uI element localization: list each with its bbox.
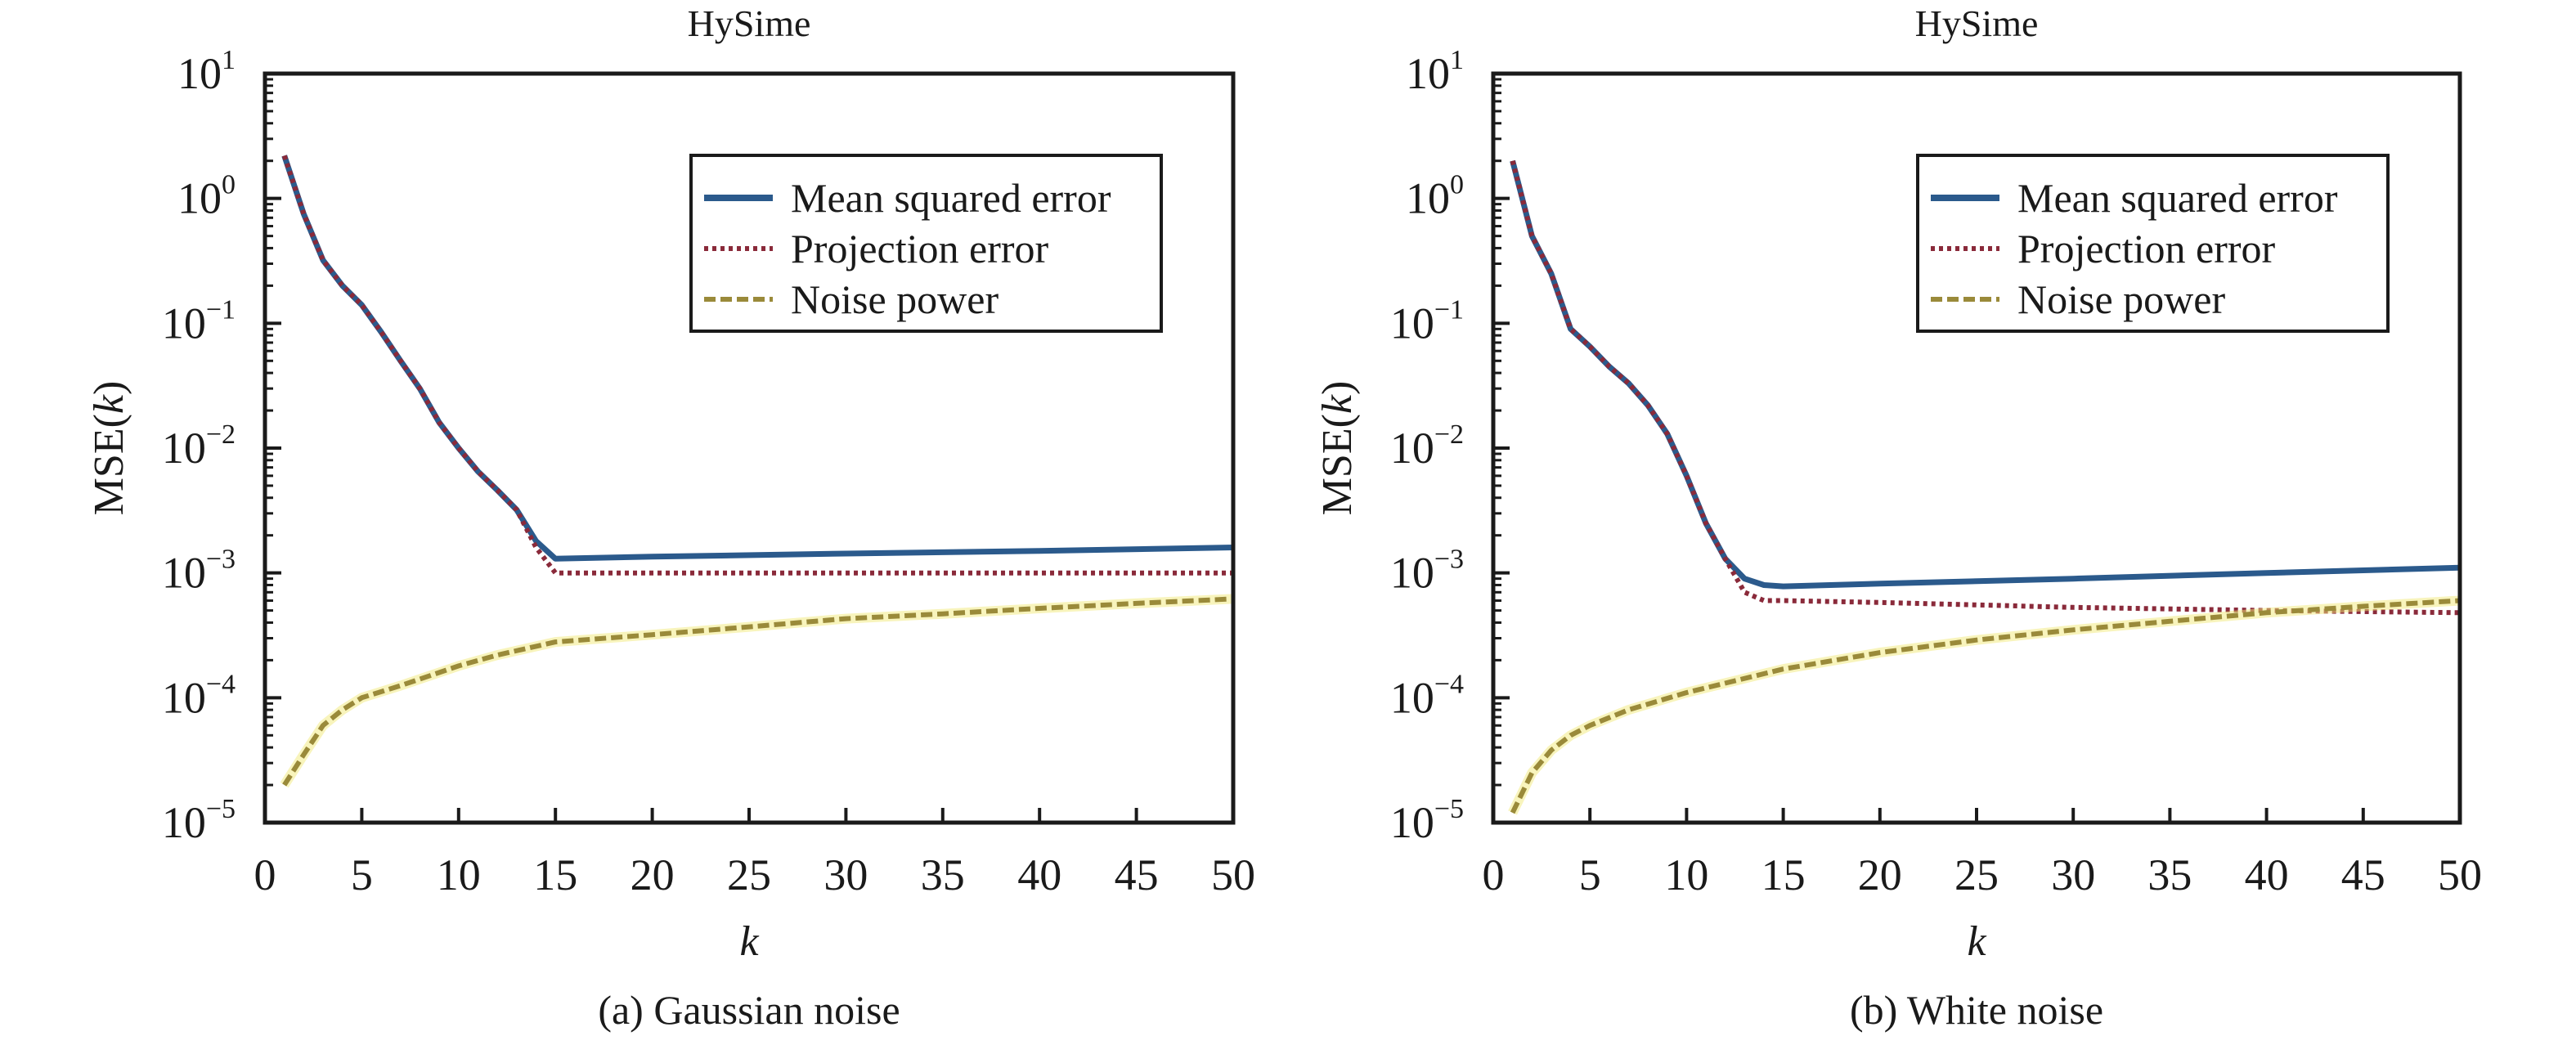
- y-tick-label: 100: [1406, 170, 1464, 223]
- x-tick-label: 0: [1483, 850, 1505, 899]
- panel-caption: (b) White noise: [1850, 987, 2103, 1033]
- legend-box: [1916, 154, 2390, 333]
- y-tick-label: 101: [177, 45, 236, 98]
- y-tick-label: 10−1: [1390, 294, 1464, 348]
- y-axis-label-suffix: ): [1314, 381, 1361, 395]
- y-tick-exponent: −1: [206, 294, 236, 325]
- x-tick-label: 10: [437, 850, 481, 899]
- y-tick-base: 10: [1390, 549, 1434, 598]
- y-tick-exponent: 1: [222, 45, 236, 75]
- panel-caption: (a) Gaussian noise: [598, 987, 900, 1033]
- x-tick-label: 25: [1954, 850, 1999, 899]
- x-tick-label: 15: [533, 850, 577, 899]
- x-tick-label: 45: [2341, 850, 2385, 899]
- x-tick-label: 35: [2147, 850, 2192, 899]
- x-tick-label: 20: [1858, 850, 1902, 899]
- y-tick-exponent: 0: [222, 170, 236, 200]
- x-tick-label: 35: [921, 850, 965, 899]
- y-tick-label: 10−5: [162, 794, 236, 847]
- y-tick-label: 10−2: [162, 419, 236, 473]
- legend-label-mean-squared-error: Mean squared error: [791, 175, 1111, 221]
- x-tick-label: 5: [351, 850, 373, 899]
- y-tick-exponent: −3: [1434, 545, 1464, 575]
- x-tick-label: 25: [727, 850, 771, 899]
- y-tick-label: 101: [1406, 45, 1464, 98]
- series-line-noise-power: [1510, 598, 2460, 814]
- x-axis-label: k: [739, 918, 759, 965]
- chart-title: HySime: [688, 2, 811, 44]
- legend: Mean squared error Projection error Noise …: [1916, 154, 2390, 333]
- legend-label-projection-error: Projection error: [2017, 226, 2276, 271]
- y-tick-label: 10−4: [1390, 669, 1464, 722]
- y-tick-label: 10−3: [1390, 545, 1464, 598]
- y-tick-base: 10: [162, 298, 206, 348]
- panel-gaussian-noise: HySime k MSE(k) (a) Gaussian noise 0 5 10 1…: [86, 2, 1255, 1033]
- y-tick-exponent: −3: [206, 545, 236, 575]
- legend-label-noise-power: Noise power: [2017, 276, 2225, 322]
- y-tick-label: 10−4: [162, 669, 236, 722]
- y-tick-exponent: −5: [206, 794, 236, 824]
- y-tick-exponent: −4: [206, 669, 236, 699]
- x-tick-label: 15: [1761, 850, 1806, 899]
- y-tick-base: 10: [1390, 298, 1434, 348]
- x-tick-label: 20: [631, 850, 675, 899]
- y-tick-base: 10: [1390, 798, 1434, 847]
- y-axis-label: MSE(k): [86, 381, 132, 516]
- x-tick-label: 40: [2245, 850, 2289, 899]
- y-axis-label-suffix: ): [86, 381, 132, 395]
- x-tick-label: 50: [1211, 850, 1255, 899]
- legend: Mean squared error Projection error Noise …: [689, 154, 1163, 333]
- y-tick-exponent: −2: [1434, 419, 1464, 450]
- series-group: [1508, 159, 2460, 815]
- x-tick-label: 50: [2438, 850, 2482, 899]
- y-tick-label: 10−1: [162, 294, 236, 348]
- y-tick-base: 10: [1406, 174, 1450, 223]
- legend-label-noise-power: Noise power: [791, 276, 999, 322]
- y-tick-base: 10: [1390, 673, 1434, 722]
- y-tick-base: 10: [1406, 49, 1450, 98]
- panel-white-noise: HySime k MSE(k) (b) White noise 0 5 10 15 20…: [1314, 2, 2482, 1033]
- x-tick-label: 0: [254, 850, 276, 899]
- y-tick-label: 10−3: [162, 545, 236, 598]
- x-tick-label: 10: [1664, 850, 1708, 899]
- x-tick-label: 30: [2051, 850, 2095, 899]
- y-tick-base: 10: [162, 673, 206, 722]
- x-tick-label: 30: [824, 850, 868, 899]
- y-tick-base: 10: [177, 49, 222, 98]
- y-axis-label-prefix: MSE(: [86, 414, 132, 515]
- y-tick-base: 10: [162, 424, 206, 473]
- x-axis-label: k: [1967, 918, 1986, 965]
- y-tick-base: 10: [162, 798, 206, 847]
- y-tick-base: 10: [162, 549, 206, 598]
- y-tick-label: 10−5: [1390, 794, 1464, 847]
- y-axis-label-var: k: [1314, 394, 1361, 414]
- y-tick-exponent: 1: [1450, 45, 1464, 75]
- y-tick-label: 100: [177, 170, 236, 223]
- y-tick-exponent: −1: [1434, 294, 1464, 325]
- y-tick-label: 10−2: [1390, 419, 1464, 473]
- y-tick-exponent: −4: [1434, 669, 1464, 699]
- series-group: [280, 155, 1233, 788]
- y-axis-label: MSE(k): [1314, 381, 1361, 516]
- y-axis-label-var: k: [86, 394, 132, 414]
- legend-label-projection-error: Projection error: [791, 226, 1049, 271]
- y-tick-base: 10: [1390, 424, 1434, 473]
- series-halo-noise-power: [1508, 595, 2460, 815]
- y-tick-exponent: −2: [206, 419, 236, 450]
- x-tick-label: 5: [1579, 850, 1601, 899]
- legend-label-mean-squared-error: Mean squared error: [2017, 175, 2338, 221]
- y-axis-label-prefix: MSE(: [1314, 414, 1361, 515]
- series-line-projection-error: [1510, 159, 2460, 616]
- y-tick-exponent: 0: [1450, 170, 1464, 200]
- x-tick-label: 40: [1017, 850, 1061, 899]
- legend-box: [689, 154, 1163, 333]
- x-tick-label: 45: [1115, 850, 1159, 899]
- series-line-noise-power: [282, 596, 1233, 787]
- chart-title: HySime: [1915, 2, 2039, 44]
- y-tick-exponent: −5: [1434, 794, 1464, 824]
- y-tick-base: 10: [177, 174, 222, 223]
